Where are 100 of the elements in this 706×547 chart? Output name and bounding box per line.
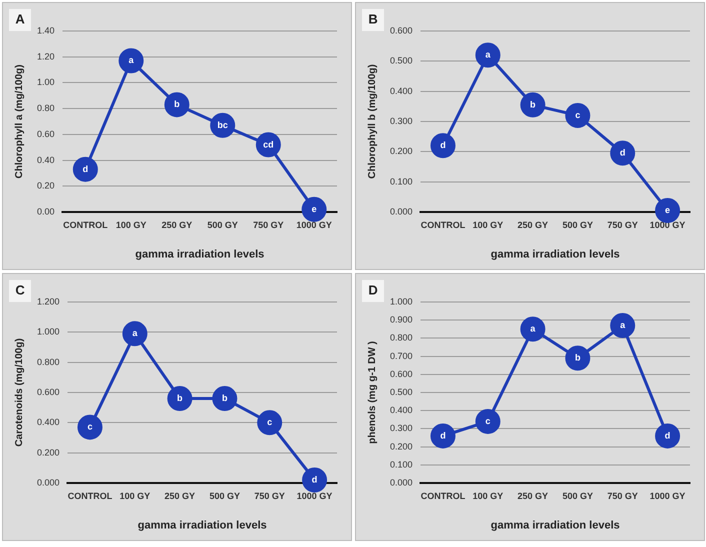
x-tick-label: 250 GY bbox=[518, 490, 548, 501]
x-axis-title: gamma irradiation levels bbox=[490, 519, 620, 532]
annotation: d bbox=[440, 140, 446, 150]
y-tick-label: 0.100 bbox=[390, 176, 413, 186]
point bbox=[212, 386, 238, 412]
y-tick-label: 0.00 bbox=[36, 206, 55, 216]
x-tick-label: 100 GY bbox=[120, 490, 150, 501]
y-tick-label: 0.600 bbox=[390, 25, 413, 36]
y-tick-label: 0.900 bbox=[390, 314, 413, 325]
point bbox=[430, 423, 456, 448]
x-tick-label: 1000 GY bbox=[650, 220, 686, 230]
x-tick-label: 500 GY bbox=[562, 220, 593, 230]
x-axis-title: gamma irradiation levels bbox=[138, 519, 267, 532]
y-tick-label: 0.400 bbox=[390, 405, 413, 416]
y-tick-label: 0.000 bbox=[390, 206, 413, 216]
y-axis-title: phenols (mg g-1 DW ) bbox=[366, 341, 378, 444]
x-tick-label: 100 GY bbox=[472, 490, 504, 501]
point bbox=[520, 316, 546, 342]
annotation: d bbox=[620, 148, 626, 158]
annotation: a bbox=[132, 328, 138, 338]
y-tick-label: 0.400 bbox=[390, 86, 413, 96]
y-tick-label: 0.400 bbox=[36, 417, 60, 428]
y-tick-label: 1.000 bbox=[390, 296, 413, 306]
point bbox=[164, 92, 190, 118]
annotation: c bbox=[485, 416, 490, 426]
point bbox=[565, 102, 590, 128]
x-tick-label: CONTROL bbox=[68, 490, 113, 501]
x-tick-label: 1000 GY bbox=[296, 220, 332, 230]
x-tick-label: 250 GY bbox=[518, 220, 548, 230]
y-tick-label: 0.200 bbox=[390, 146, 413, 156]
y-tick-label: 0.500 bbox=[390, 386, 413, 397]
y-tick-label: 1.20 bbox=[36, 51, 55, 62]
y-tick-label: 0.800 bbox=[36, 356, 60, 367]
y-tick-label: 0.20 bbox=[36, 180, 55, 191]
annotation: cd bbox=[263, 139, 274, 150]
annotation: b bbox=[174, 99, 180, 110]
annotation: d bbox=[440, 430, 446, 440]
x-tick-label: 750 GY bbox=[607, 220, 638, 230]
point bbox=[610, 313, 636, 338]
x-tick-label: 1000 GY bbox=[296, 490, 332, 501]
point bbox=[655, 198, 680, 223]
y-tick-label: 0.600 bbox=[36, 386, 60, 397]
annotation: b bbox=[222, 393, 228, 404]
x-tick-label: 250 GY bbox=[164, 490, 196, 501]
text: B bbox=[368, 12, 378, 27]
x-tick-label: 750 GY bbox=[254, 490, 285, 501]
y-tick-label: 1.40 bbox=[36, 25, 55, 36]
x-axis-title: gamma irradiation levels bbox=[490, 248, 620, 260]
y-tick-label: 0.200 bbox=[36, 447, 60, 458]
text: A bbox=[15, 12, 26, 27]
annotation: b bbox=[530, 99, 536, 110]
annotation: a bbox=[620, 320, 626, 330]
text: C bbox=[15, 282, 26, 298]
annotation: a bbox=[530, 324, 536, 334]
annotation: e bbox=[665, 204, 670, 215]
y-axis-title: Chlorophyll b (mg/100g) bbox=[366, 64, 378, 179]
point bbox=[565, 346, 590, 371]
y-tick-label: 0.40 bbox=[36, 154, 55, 165]
y-tick-label: 0.000 bbox=[390, 477, 413, 488]
point bbox=[655, 423, 680, 448]
annotation: c bbox=[87, 422, 92, 432]
y-tick-label: 0.300 bbox=[390, 116, 413, 126]
x-tick-label: 250 GY bbox=[162, 220, 192, 230]
y-tick-label: 0.60 bbox=[36, 128, 55, 139]
y-axis-title: Carotenoids (mg/100g) bbox=[14, 338, 25, 447]
annotation: b bbox=[574, 352, 581, 363]
x-tick-label: CONTROL bbox=[63, 220, 108, 230]
x-tick-label: CONTROL bbox=[420, 490, 466, 501]
point bbox=[475, 42, 500, 68]
point bbox=[520, 92, 546, 118]
annotation: bc bbox=[217, 120, 228, 130]
x-tick-label: 500 GY bbox=[562, 490, 593, 501]
x-tick-label: 500 GY bbox=[207, 220, 238, 230]
y-axis-title: Chlorophyll a (mg/100g) bbox=[14, 64, 25, 178]
y-tick-label: 0.800 bbox=[390, 332, 413, 343]
annotation: d bbox=[82, 164, 88, 174]
annotation: d bbox=[664, 430, 670, 440]
annotation: a bbox=[128, 55, 135, 66]
annotation: d bbox=[312, 474, 318, 484]
y-tick-label: 0.80 bbox=[36, 103, 55, 114]
y-tick-label: 0.100 bbox=[390, 459, 413, 470]
x-tick-label: 750 GY bbox=[253, 220, 284, 230]
point bbox=[610, 140, 636, 166]
x-axis-title: gamma irradiation levels bbox=[135, 248, 264, 260]
annotation: c bbox=[267, 417, 272, 428]
point bbox=[122, 321, 148, 346]
y-tick-label: 0.200 bbox=[390, 441, 413, 452]
point bbox=[77, 414, 102, 440]
y-tick-label: 1.200 bbox=[36, 296, 60, 306]
annotation: e bbox=[312, 204, 317, 214]
point bbox=[302, 196, 327, 222]
x-tick-label: 500 GY bbox=[209, 490, 240, 501]
y-tick-label: 0.700 bbox=[390, 350, 413, 361]
x-tick-label: 750 GY bbox=[607, 490, 638, 501]
y-tick-label: 1.000 bbox=[36, 326, 60, 337]
y-tick-label: 1.00 bbox=[36, 77, 55, 88]
point bbox=[118, 48, 144, 74]
annotation: c bbox=[575, 110, 580, 120]
annotation: a bbox=[485, 50, 492, 60]
point bbox=[257, 410, 282, 436]
